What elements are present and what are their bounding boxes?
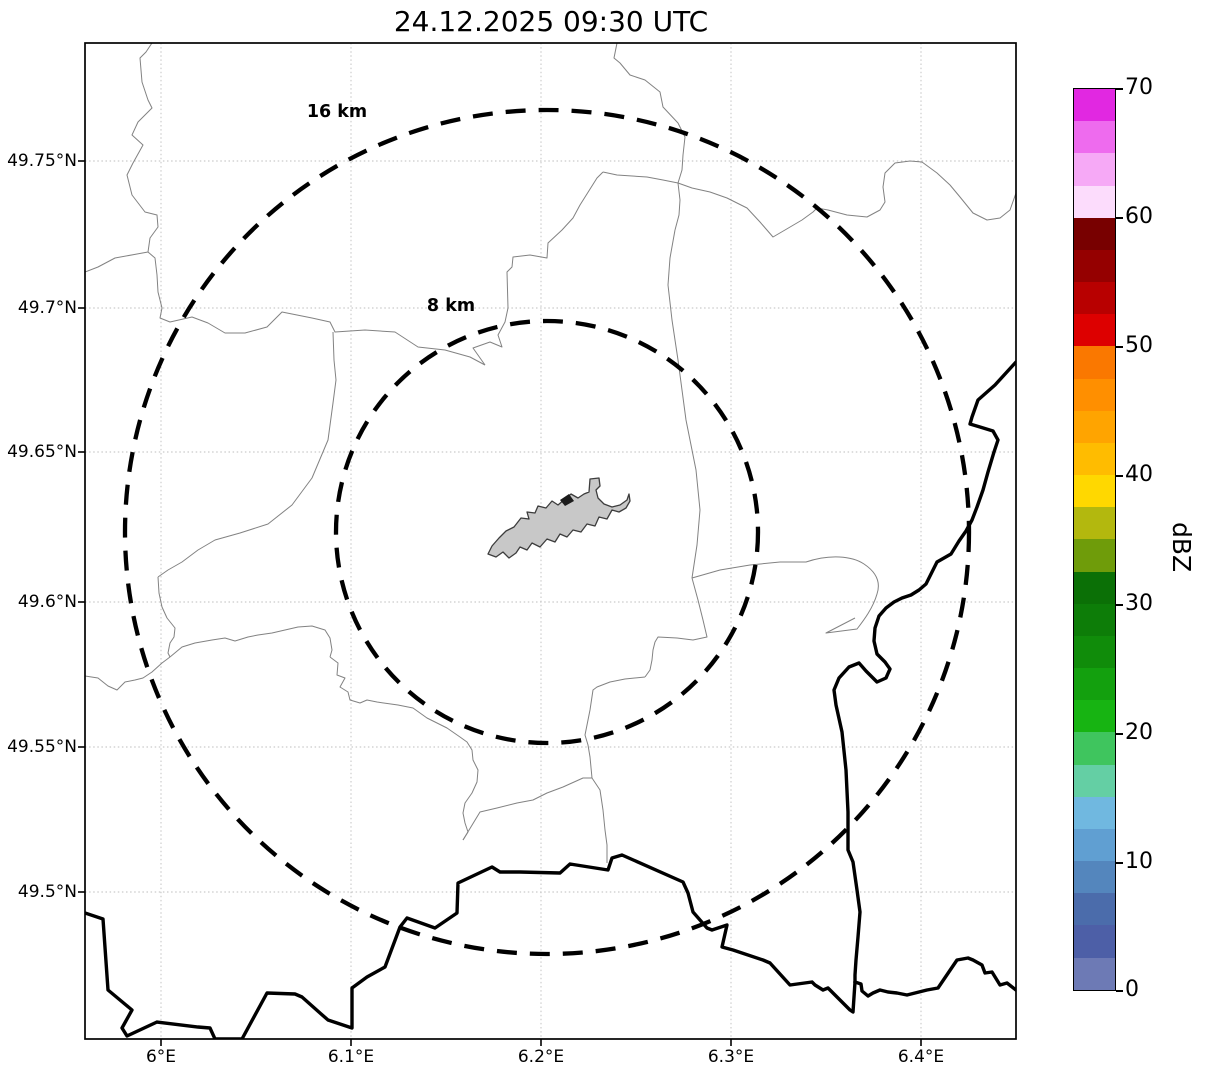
colorbar-segment [1074, 475, 1115, 508]
x-axis-tick-label: 6.2°E [517, 1047, 565, 1067]
colorbar-tick [1116, 346, 1123, 348]
x-axis-tick-label: 6°E [145, 1047, 177, 1067]
x-axis-tick-label: 6.3°E [707, 1047, 755, 1067]
colorbar-segment [1074, 861, 1115, 894]
colorbar-segment [1074, 346, 1115, 379]
colorbar-tick-label: 20 [1125, 720, 1153, 745]
range-ring-label-16km: 16 km [306, 102, 368, 122]
graticule-gridlines [85, 43, 1016, 1039]
colorbar-segment [1074, 700, 1115, 733]
colorbar-gradient [1073, 88, 1116, 991]
colorbar-segment [1074, 764, 1115, 797]
colorbar-segment [1074, 249, 1115, 283]
colorbar-segment [1074, 732, 1115, 765]
colorbar-tick [1116, 604, 1123, 606]
colorbar-tick-label: 60 [1125, 204, 1153, 229]
colorbar-segment [1074, 217, 1115, 250]
colorbar-segment [1074, 378, 1115, 411]
range-ring-label-8km: 8 km [426, 296, 476, 316]
colorbar-tick-label: 70 [1125, 75, 1153, 100]
colorbar-segment [1074, 925, 1115, 958]
colorbar-tick-label: 40 [1125, 462, 1153, 487]
colorbar-segment [1074, 635, 1115, 669]
map-frame [84, 42, 1017, 1040]
colorbar-segment [1074, 668, 1115, 701]
colorbar-segment [1074, 603, 1115, 636]
y-axis-tick-label: 49.7°N [17, 298, 77, 318]
colorbar-tick [1116, 733, 1123, 735]
colorbar-segment [1074, 153, 1115, 186]
x-axis-tick-label: 6.1°E [327, 1047, 375, 1067]
colorbar-segment [1074, 410, 1115, 443]
city-polygon [487, 477, 631, 559]
colorbar-segment [1074, 185, 1115, 218]
colorbar-segment [1074, 89, 1115, 122]
colorbar-tick [1116, 88, 1123, 90]
colorbar-segment [1074, 796, 1115, 829]
colorbar-tick-label: 0 [1125, 977, 1139, 1002]
colorbar-segment [1074, 442, 1115, 476]
colorbar-tick [1116, 990, 1123, 992]
colorbar-segment [1074, 507, 1115, 540]
range-rings [122, 107, 972, 957]
plot-title: 24.12.2025 09:30 UTC [393, 5, 709, 38]
y-axis-tick-label: 49.5°N [17, 882, 77, 902]
municipal-borders [85, 43, 1016, 863]
colorbar-axis-label: dBZ [1167, 521, 1196, 573]
y-axis-tick-label: 49.55°N [7, 737, 77, 757]
y-axis-tick-label: 49.6°N [17, 592, 77, 612]
colorbar-segment [1074, 828, 1115, 862]
colorbar-segment [1074, 539, 1115, 572]
colorbar-segment [1074, 282, 1115, 315]
x-axis-tick-label: 6.4°E [897, 1047, 945, 1067]
colorbar-segment [1074, 957, 1115, 990]
y-axis-tick-label: 49.65°N [7, 442, 77, 462]
colorbar-tick-label: 10 [1125, 849, 1153, 874]
colorbar-segment [1074, 893, 1115, 926]
city-inner-mark [560, 494, 574, 506]
colorbar-tick [1116, 862, 1123, 864]
colorbar-segment [1074, 571, 1115, 604]
colorbar-tick-label: 50 [1125, 333, 1153, 358]
y-axis-tick-label: 49.75°N [7, 151, 77, 171]
range-ring-16km [122, 107, 972, 957]
colorbar-segment [1074, 121, 1115, 154]
national-borders [85, 360, 1016, 1039]
axis-tick-marks [78, 160, 922, 1046]
colorbar-tick-label: 30 [1125, 591, 1153, 616]
colorbar-tick [1116, 475, 1123, 477]
range-ring-8km [333, 318, 761, 746]
colorbar-segment [1074, 314, 1115, 347]
colorbar-tick [1116, 217, 1123, 219]
